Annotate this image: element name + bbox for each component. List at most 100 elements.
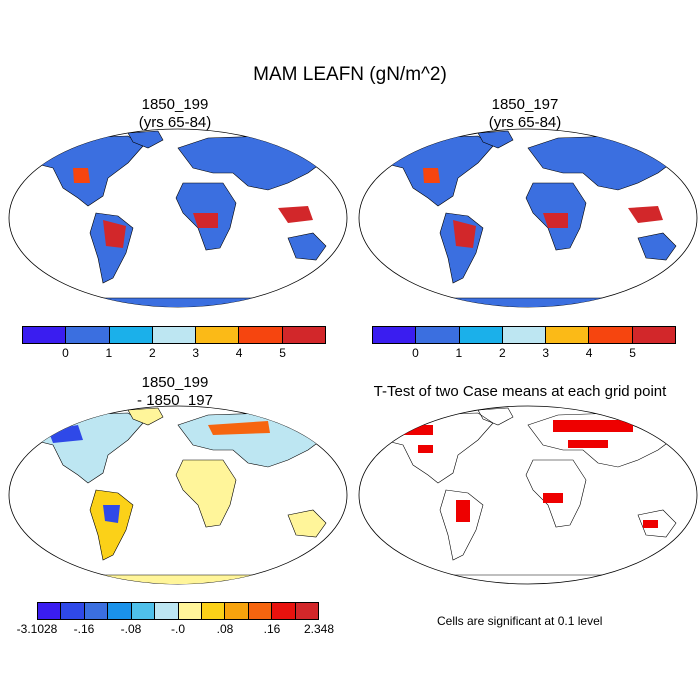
landmass-greenland xyxy=(477,130,514,149)
colorbar-tick-label: -.0 xyxy=(170,622,186,636)
colorbar-swatch xyxy=(459,327,503,343)
high-value-congo xyxy=(543,213,568,228)
negative-anomaly-canada xyxy=(48,425,83,443)
colorbar-swatch xyxy=(38,603,62,619)
colorbar-tick-label: .08 xyxy=(216,622,234,636)
colorbar-tick-label: 3 xyxy=(542,346,550,360)
map-bottom-right xyxy=(358,405,698,585)
panel-title-bottom-right: T-Test of two Case means at each grid po… xyxy=(373,383,667,400)
colorbar-tick-label: 4 xyxy=(235,346,243,360)
colorbar-top-left-labels: 0 1 2 3 4 5 xyxy=(22,346,326,362)
high-value-indonesia xyxy=(628,206,663,223)
landmass-australia xyxy=(637,232,677,261)
colorbar-tick-label: .16 xyxy=(263,622,281,636)
significant-cell xyxy=(403,425,433,435)
colorbar-swatch xyxy=(239,327,283,343)
significant-cell xyxy=(456,500,470,522)
colorbar-bottom-left xyxy=(37,602,319,620)
map-top-right xyxy=(358,128,698,308)
panel-title-top-left: 1850_199 (yrs 65-84) xyxy=(75,96,275,132)
colorbar-swatch xyxy=(131,603,156,619)
high-value-indonesia xyxy=(278,206,313,223)
colorbar-tick-label: 5 xyxy=(279,346,286,360)
landmass-africa xyxy=(175,459,237,528)
landmass-australia xyxy=(287,232,327,261)
globe-outline xyxy=(358,405,698,585)
colorbar-tick-label: -.08 xyxy=(120,622,142,636)
colorbar-tick-label: 2 xyxy=(148,346,156,360)
landmass-greenland xyxy=(127,407,164,426)
figure-title: MAM LEAFN (gN/m^2) xyxy=(253,64,447,85)
significant-cell xyxy=(643,520,658,528)
colorbar-tick-label: 2 xyxy=(498,346,506,360)
high-value-amazon xyxy=(103,220,126,248)
colorbar-swatch xyxy=(248,603,273,619)
significance-note: Cells are significant at 0.1 level xyxy=(437,614,603,628)
colorbar-tick-label: -3.1028 xyxy=(16,622,58,636)
high-value-eastern-us xyxy=(423,168,440,183)
significant-cells xyxy=(403,420,658,528)
colorbar-swatch xyxy=(632,327,675,343)
panel-title-line2: (yrs 65-84) xyxy=(488,114,562,131)
colorbar-swatch xyxy=(589,327,633,343)
high-value-amazon xyxy=(453,220,476,248)
panel-title-line2: (yrs 65-84) xyxy=(138,114,212,131)
colorbar-top-right-labels: 0 1 2 3 4 5 xyxy=(372,346,676,362)
landmass-australia xyxy=(637,509,677,538)
colorbar-tick-label: 0 xyxy=(62,346,69,360)
colorbar-swatch xyxy=(155,603,179,619)
colorbar-tick-label: 2.348 xyxy=(303,622,335,636)
colorbar-top-right xyxy=(372,326,676,344)
negative-anomaly-amazon xyxy=(103,505,120,523)
colorbar-swatch xyxy=(272,603,296,619)
positive-anomaly-siberia xyxy=(208,421,270,435)
colorbar-swatch xyxy=(295,603,319,619)
colorbar-swatch xyxy=(109,327,153,343)
landmass-south-america xyxy=(439,489,484,561)
colorbar-swatch xyxy=(416,327,460,343)
landmass-south-america xyxy=(89,489,134,561)
panel-title-line1: 1850_197 xyxy=(491,96,559,113)
colorbar-swatch xyxy=(373,327,417,343)
colorbar-bottom-left-labels: -3.1028 -.16 -.08 -.0 .08 .16 2.348 xyxy=(17,622,334,638)
landmass-africa xyxy=(525,459,587,528)
map-top-left xyxy=(8,128,348,308)
colorbar-swatch xyxy=(282,327,325,343)
colorbar-swatch xyxy=(178,603,202,619)
high-value-eastern-us xyxy=(73,168,90,183)
significant-cell xyxy=(568,440,608,448)
landmass-australia xyxy=(287,509,327,538)
colorbar-tick-label: -.16 xyxy=(73,622,95,636)
panel-title-line1: 1850_199 xyxy=(141,96,209,113)
panel-title-top-right: 1850_197 (yrs 65-84) xyxy=(425,96,625,132)
colorbar-swatch xyxy=(23,327,67,343)
landmass-greenland xyxy=(127,130,164,149)
significant-cell xyxy=(543,493,563,503)
significant-cell xyxy=(553,420,633,432)
colorbar-swatch xyxy=(201,603,226,619)
colorbar-tick-label: 1 xyxy=(455,346,463,360)
panel-title-bottom-left: 1850_199 - 1850_197 xyxy=(75,374,275,410)
colorbar-swatch xyxy=(152,327,197,343)
colorbar-swatch xyxy=(61,603,85,619)
colorbar-swatch xyxy=(225,603,249,619)
colorbar-swatch xyxy=(84,603,109,619)
colorbar-swatch xyxy=(108,603,132,619)
high-value-congo xyxy=(193,213,218,228)
landmass-north-america xyxy=(377,412,494,484)
landmass-antarctica xyxy=(27,297,329,307)
panel-title-line2: - 1850_197 xyxy=(137,392,213,409)
colorbar-swatch xyxy=(66,327,110,343)
significant-cell xyxy=(418,445,433,453)
colorbar-tick-label: 1 xyxy=(105,346,113,360)
map-bottom-left xyxy=(8,405,348,585)
landmass-greenland xyxy=(477,407,514,426)
colorbar-tick-label: 3 xyxy=(192,346,200,360)
landmass-antarctica xyxy=(377,297,679,307)
colorbar-top-left xyxy=(22,326,326,344)
colorbar-swatch xyxy=(546,327,590,343)
colorbar-tick-label: 0 xyxy=(412,346,419,360)
colorbar-swatch xyxy=(196,327,240,343)
panel-title-line1: 1850_199 xyxy=(141,374,209,391)
colorbar-tick-label: 5 xyxy=(629,346,636,360)
